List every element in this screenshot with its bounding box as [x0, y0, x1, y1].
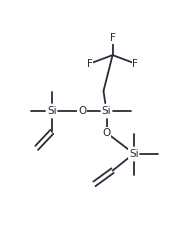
Text: Si: Si [129, 149, 139, 159]
Text: O: O [78, 106, 86, 116]
Text: F: F [132, 59, 138, 69]
Text: Si: Si [47, 106, 57, 116]
Text: F: F [110, 33, 115, 43]
Text: O: O [102, 128, 111, 138]
Text: F: F [87, 59, 93, 69]
Text: Si: Si [102, 106, 111, 116]
